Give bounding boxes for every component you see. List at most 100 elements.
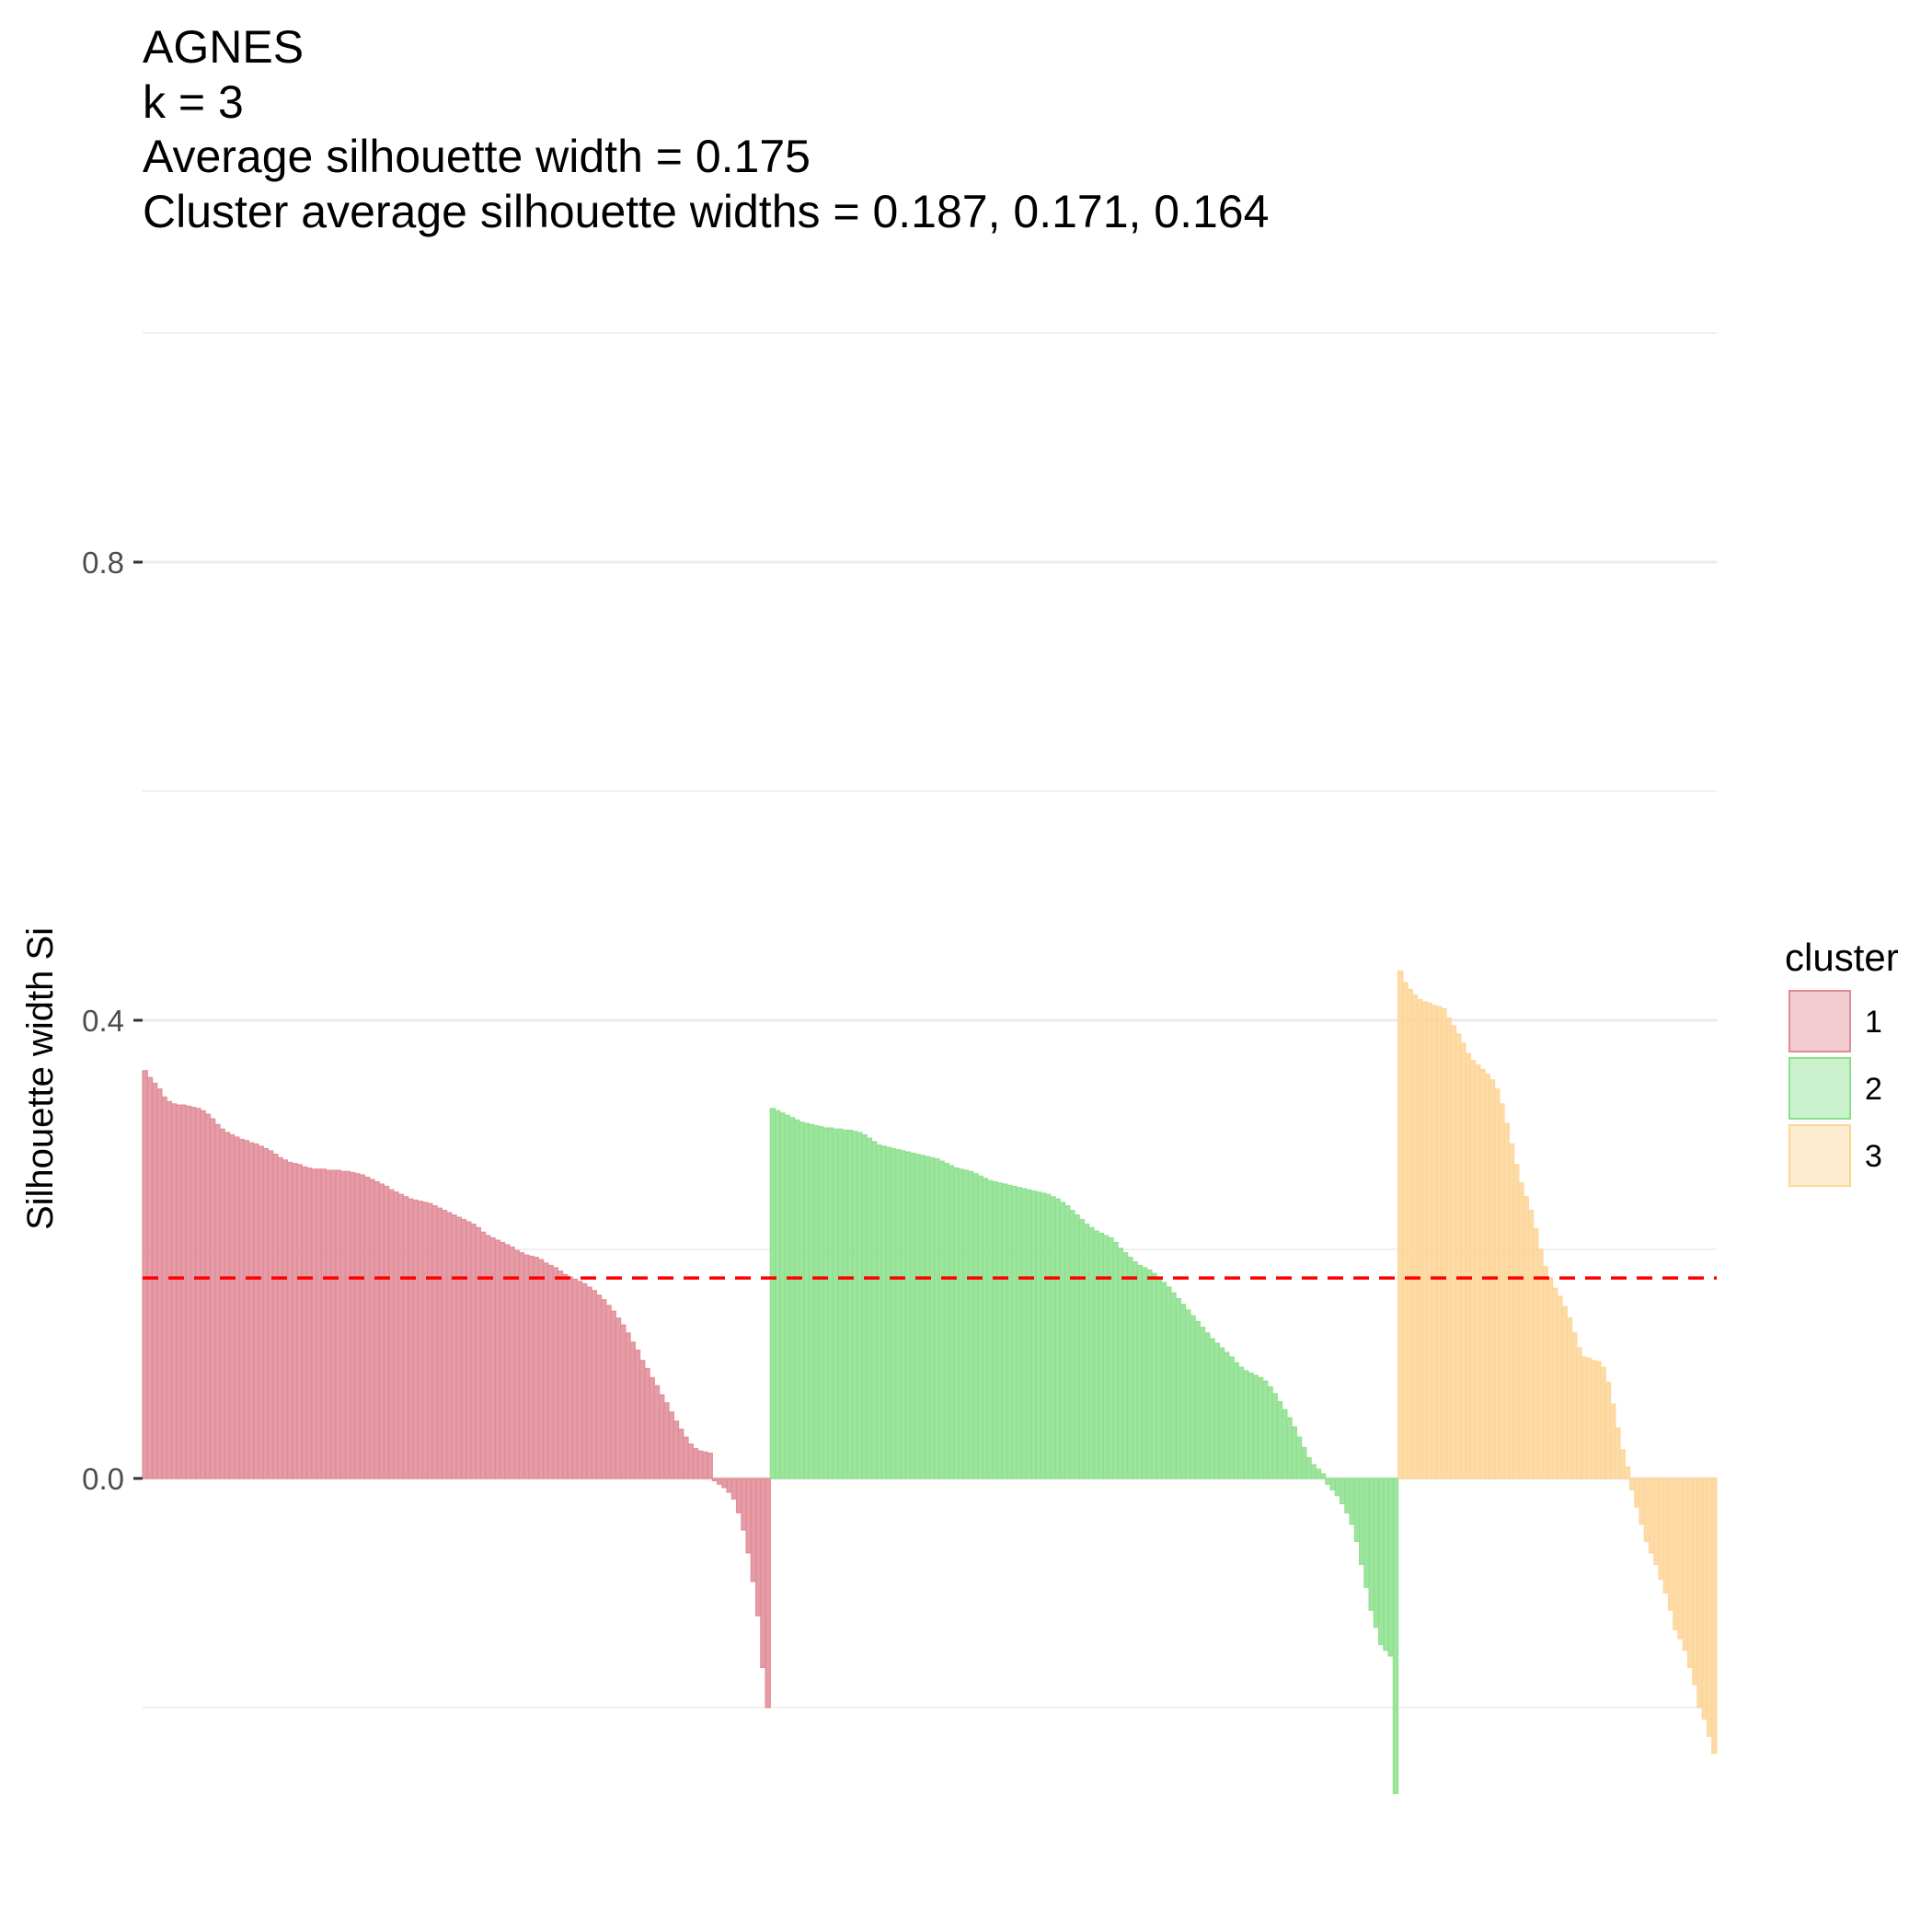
silhouette-bar: [1426, 1002, 1432, 1479]
silhouette-bar: [1570, 1332, 1578, 1479]
silhouette-bar: [735, 1478, 742, 1513]
silhouette-bar: [451, 1214, 457, 1479]
silhouette-bar: [846, 1129, 854, 1479]
silhouette-bar: [427, 1202, 433, 1479]
silhouette-bar: [958, 1168, 964, 1479]
silhouette-bar: [1132, 1261, 1138, 1479]
silhouette-bar: [1557, 1295, 1563, 1479]
silhouette-bar: [374, 1180, 380, 1479]
silhouette-bar: [576, 1281, 583, 1479]
silhouette-bar: [378, 1183, 385, 1479]
silhouette-bar: [1455, 1033, 1462, 1479]
silhouette-bar: [417, 1201, 424, 1479]
silhouette-bar: [470, 1224, 477, 1479]
silhouette-bar: [677, 1428, 684, 1479]
silhouette-bar: [962, 1169, 970, 1479]
silhouette-bar: [1692, 1478, 1698, 1685]
silhouette-bar: [571, 1278, 578, 1479]
silhouette-bar: [914, 1154, 921, 1479]
silhouette-bar: [1175, 1297, 1182, 1479]
silhouette-bar: [537, 1259, 545, 1479]
silhouette-bar: [185, 1105, 192, 1479]
silhouette-bar: [475, 1226, 481, 1479]
silhouette-bar: [408, 1198, 414, 1479]
silhouette-bar: [591, 1290, 597, 1479]
silhouette-bar: [151, 1082, 158, 1479]
silhouette-bar: [625, 1332, 631, 1479]
silhouette-bar: [200, 1110, 206, 1479]
silhouette-bar: [1117, 1248, 1124, 1479]
silhouette-bar: [1686, 1478, 1694, 1669]
silhouette-bar: [1634, 1478, 1640, 1508]
silhouette-bar: [1083, 1224, 1090, 1479]
silhouette-bar: [1199, 1327, 1206, 1479]
silhouette-bar: [638, 1360, 646, 1479]
silhouette-bar: [1600, 1366, 1606, 1479]
silhouette-bar: [282, 1159, 289, 1479]
silhouette-bar: [1378, 1478, 1385, 1646]
chart-title-line-2: k = 3: [143, 76, 244, 128]
silhouette-bar: [1527, 1210, 1535, 1479]
silhouette-bar: [909, 1152, 916, 1479]
silhouette-bar: [595, 1294, 603, 1479]
silhouette-bar: [857, 1132, 863, 1479]
silhouette-bar: [774, 1110, 781, 1479]
silhouette-bar: [793, 1119, 800, 1479]
legend-title: cluster: [1785, 936, 1899, 979]
silhouette-bar: [1127, 1257, 1133, 1479]
silhouette-bar: [1320, 1473, 1327, 1479]
silhouette-bar: [1282, 1409, 1288, 1479]
silhouette-bar: [721, 1478, 728, 1489]
silhouette-bar: [455, 1216, 462, 1479]
silhouette-bar: [832, 1128, 839, 1479]
silhouette-bar: [1407, 988, 1413, 1479]
silhouette-bar: [1170, 1292, 1177, 1479]
silhouette-bar: [928, 1156, 936, 1479]
silhouette-bar: [977, 1175, 983, 1479]
silhouette-bar: [996, 1182, 1003, 1479]
silhouette-bar: [629, 1341, 636, 1479]
silhouette-bar: [1329, 1478, 1336, 1491]
silhouette-bar: [156, 1088, 163, 1479]
silhouette-bar: [1667, 1478, 1674, 1611]
silhouette-bar: [779, 1112, 786, 1479]
silhouette-bar: [243, 1140, 250, 1479]
silhouette-bar: [1248, 1372, 1254, 1479]
silhouette-bar: [552, 1267, 558, 1479]
silhouette-bar: [1537, 1248, 1544, 1479]
silhouette-bar: [1615, 1427, 1621, 1479]
cluster-2-bars: [769, 1108, 1399, 1794]
silhouette-bar: [1450, 1025, 1457, 1479]
silhouette-bar: [397, 1193, 405, 1479]
silhouette-bar: [1267, 1386, 1273, 1479]
y-tick-label: 0.0: [82, 1462, 124, 1496]
silhouette-bar: [895, 1149, 902, 1479]
silhouette-bar: [1523, 1196, 1529, 1479]
silhouette-bar: [359, 1174, 366, 1479]
silhouette-bar: [1512, 1164, 1520, 1479]
y-axis-title: Silhouette width Si: [20, 927, 61, 1230]
silhouette-bar: [619, 1324, 627, 1479]
silhouette-bar: [350, 1171, 356, 1479]
silhouette-bar: [228, 1133, 236, 1479]
silhouette-bar: [460, 1219, 467, 1479]
silhouette-bar: [919, 1155, 926, 1479]
silhouette-bar: [982, 1178, 989, 1479]
silhouette-bar: [1271, 1393, 1278, 1479]
silhouette-bar: [1069, 1210, 1075, 1479]
silhouette-bar: [393, 1191, 399, 1479]
silhouette-bar: [1237, 1366, 1245, 1479]
silhouette-bar: [431, 1205, 438, 1479]
silhouette-bar: [277, 1156, 283, 1479]
silhouette-bar: [1054, 1198, 1061, 1479]
silhouette-bar: [543, 1262, 549, 1479]
silhouette-bar: [330, 1169, 337, 1479]
y-tick-label: 0.4: [82, 1004, 124, 1038]
silhouette-bar: [683, 1436, 689, 1479]
silhouette-bar: [466, 1221, 472, 1479]
silhouette-bar: [170, 1103, 178, 1479]
silhouette-bar: [209, 1118, 216, 1479]
silhouette-bar: [262, 1147, 270, 1479]
silhouette-bar: [808, 1123, 815, 1479]
